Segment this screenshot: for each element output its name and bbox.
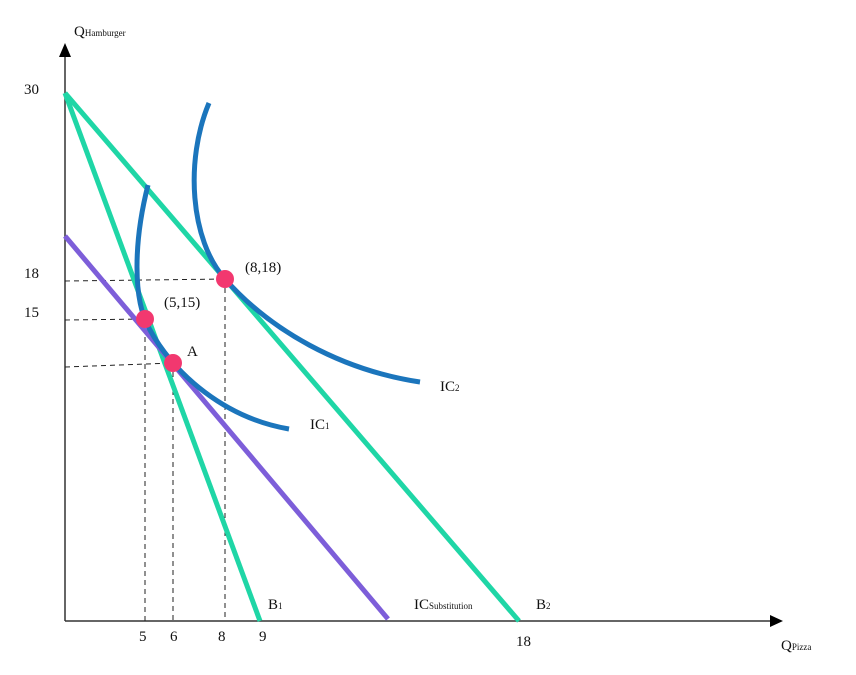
label-ic2: IC2: [440, 379, 460, 395]
label-ic1: IC1: [310, 417, 330, 433]
y-tick-15: 15: [24, 305, 39, 321]
x-tick-9: 9: [259, 629, 267, 645]
indifference-curve-ic1: [134, 184, 290, 432]
budget-line-b1: [62, 92, 263, 622]
x-tick-18: 18: [516, 634, 531, 650]
point-8-18: [216, 270, 234, 288]
x-tick-5: 5: [139, 629, 147, 645]
x-tick-8: 8: [218, 629, 226, 645]
point-a: [164, 354, 182, 372]
y-axis-title: QHamburger: [74, 24, 126, 40]
substitution-line: [63, 234, 390, 621]
y-axis-arrow-icon: [59, 43, 71, 57]
guide-lines: [64, 278, 226, 621]
point-label-5-15: (5,15): [164, 295, 200, 311]
label-ic-substitution: ICSubstitution: [414, 597, 473, 613]
label-b1: B1: [268, 597, 283, 613]
label-b2: B2: [536, 597, 551, 613]
x-tick-6: 6: [170, 629, 178, 645]
x-axis-title: QPizza: [781, 638, 811, 654]
point-label-a: A: [187, 344, 198, 360]
y-tick-18: 18: [24, 266, 39, 282]
budget-line-b2: [63, 91, 521, 623]
x-axis-arrow-icon: [770, 615, 783, 627]
indifference-curve-ic2: [191, 102, 421, 385]
point-label-8-18: (8,18): [245, 260, 281, 276]
point-5-15: [136, 310, 154, 328]
y-tick-30: 30: [24, 82, 39, 98]
